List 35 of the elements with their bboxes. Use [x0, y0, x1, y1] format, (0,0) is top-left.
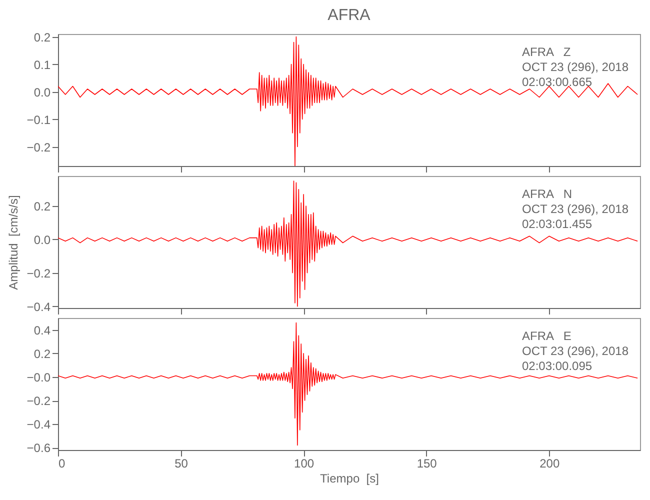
y-tick-label: −0.2 [26, 394, 51, 408]
y-tick-label: −0.4 [26, 300, 51, 314]
y-tick-label: 0.4 [34, 323, 51, 338]
y-tick-label: −0.2 [26, 140, 51, 154]
y-tick-label: −0.4 [26, 418, 51, 432]
y-tick-label: −0.6 [26, 441, 51, 456]
annotation: AFRA Z [522, 45, 571, 59]
y-tick-label: −0.0 [26, 370, 51, 384]
x-tick-label: 100 [294, 456, 314, 470]
y-tick-label: −0.1 [26, 112, 51, 127]
y-axis-title: Amplitud [cm/s/s] [6, 195, 20, 290]
annotation: AFRA E [522, 329, 572, 343]
annotation: AFRA N [522, 187, 572, 201]
y-tick-label: 0.2 [34, 346, 51, 361]
y-tick-label: 0.0 [34, 232, 51, 247]
line-series [58, 36, 638, 166]
line-series [58, 322, 638, 446]
annotation: 02:03:01.455 [522, 217, 592, 231]
x-tick-label: 0 [58, 456, 66, 470]
chart-title: AFRA [328, 6, 371, 24]
y-tick-label: 0.1 [34, 58, 51, 72]
y-tick-label: 0.2 [34, 30, 51, 44]
line-series [58, 180, 638, 307]
x-axis-title: Tiempo [s] [320, 472, 379, 486]
annotation: OCT 23 (296), 2018 [522, 202, 629, 216]
annotation: 02:03:00.095 [522, 359, 592, 373]
annotation: 02:03:00.665 [522, 75, 592, 89]
annotation: OCT 23 (296), 2018 [522, 344, 629, 358]
y-tick-label: −0.2 [26, 266, 51, 280]
x-tick-label: 200 [540, 456, 560, 470]
annotation: OCT 23 (296), 2018 [522, 60, 629, 74]
y-tick-label: 0.0 [34, 85, 51, 100]
y-tick-label: 0.2 [34, 200, 51, 214]
x-tick-label: 50 [174, 456, 188, 470]
x-tick-label: 150 [416, 456, 438, 470]
